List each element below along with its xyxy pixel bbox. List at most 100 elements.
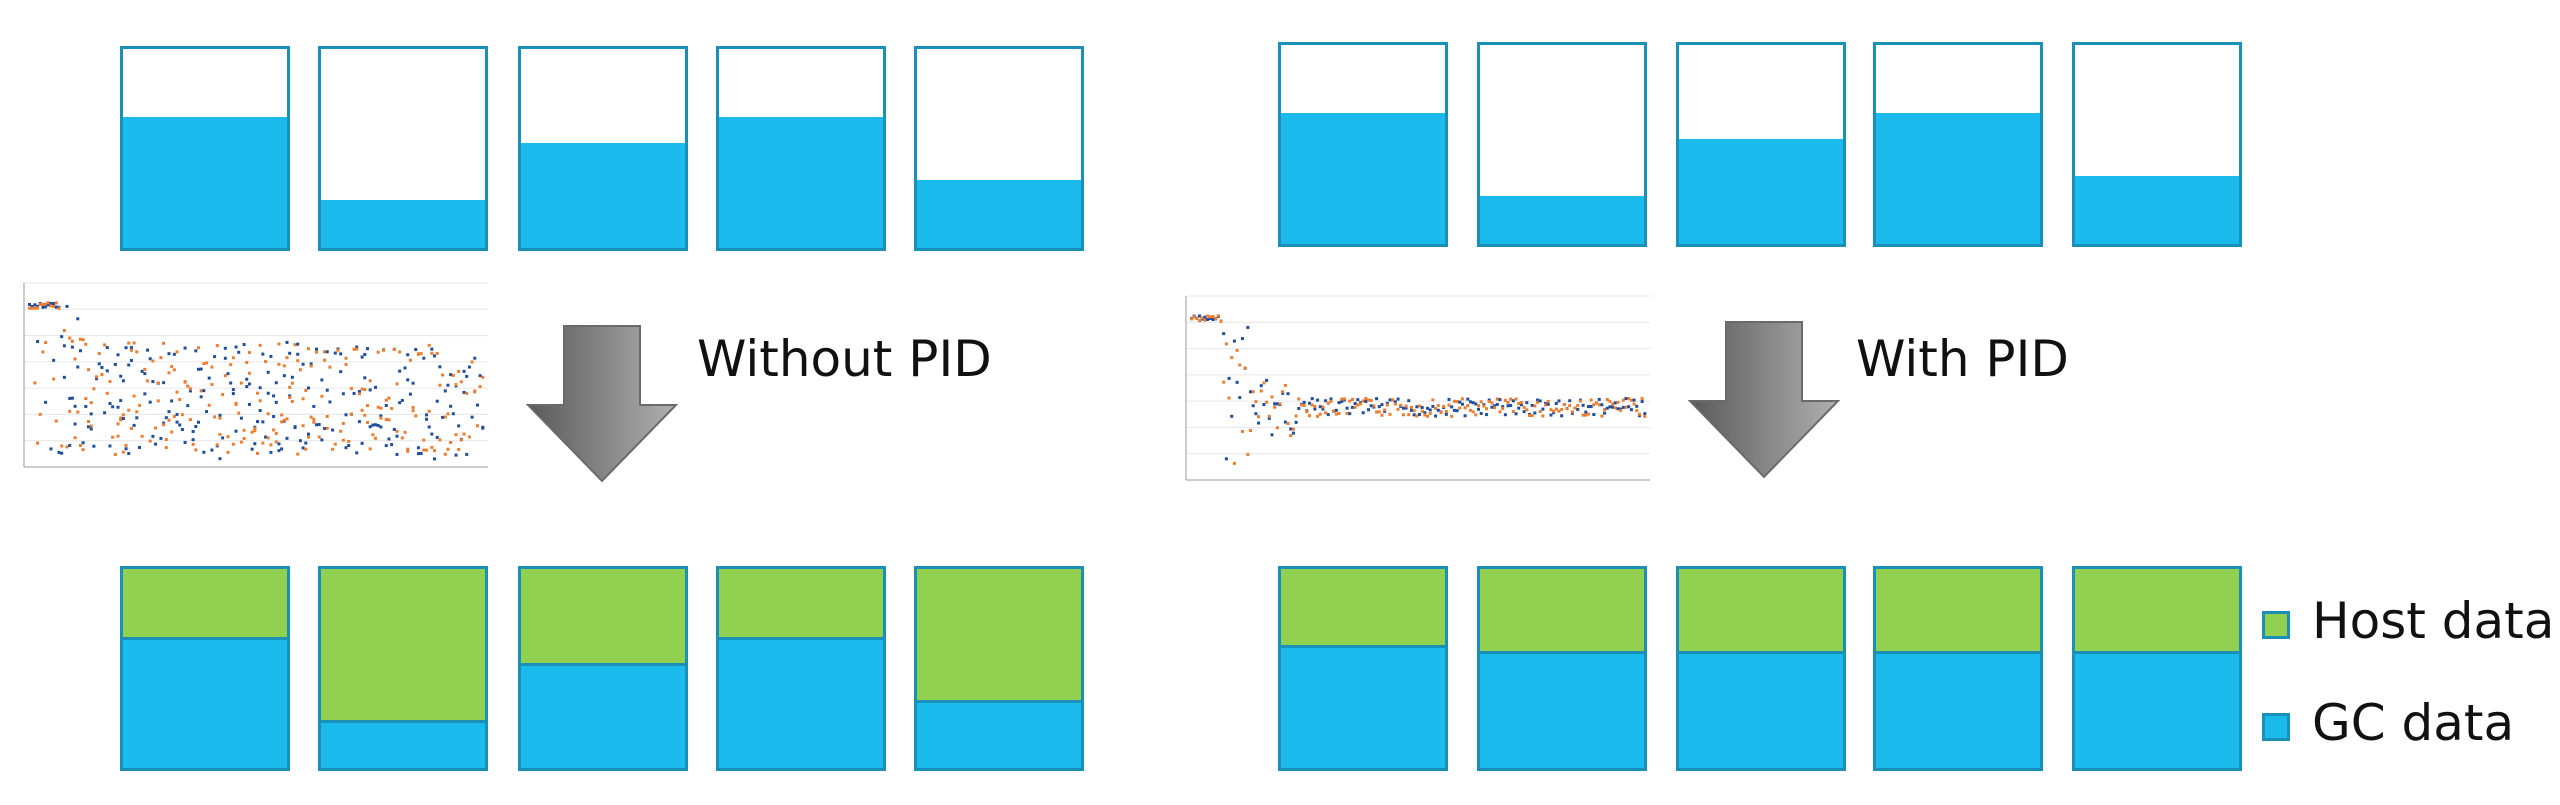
- scatter-point: [1364, 399, 1368, 403]
- scatter-point: [30, 304, 34, 308]
- scatter-point: [87, 420, 91, 424]
- left-before-block-5: [914, 46, 1084, 251]
- scatter-point: [151, 380, 155, 384]
- scatter-point: [360, 355, 364, 359]
- scatter-point: [62, 344, 66, 348]
- gc-fill: [321, 200, 485, 248]
- scatter-point: [1442, 404, 1446, 408]
- scatter-point: [1364, 397, 1368, 401]
- scatter-point: [127, 363, 131, 367]
- scatter-point: [296, 342, 300, 346]
- scatter-point: [57, 450, 61, 454]
- scatter-point: [1350, 397, 1354, 401]
- scatter-point: [73, 436, 77, 440]
- scatter-point: [427, 425, 431, 429]
- scatter-point: [1434, 414, 1438, 418]
- scatter-point: [146, 379, 150, 383]
- scatter-point: [1552, 409, 1556, 413]
- scatter-point: [162, 341, 166, 345]
- scatter-point: [196, 367, 200, 371]
- scatter-point: [269, 443, 273, 447]
- scatter-point: [1485, 407, 1489, 411]
- scatter-point: [1637, 412, 1641, 416]
- scatter-point: [1265, 400, 1269, 404]
- scatter-point: [1230, 414, 1234, 418]
- scatter-point: [1466, 404, 1470, 408]
- scatter-point: [207, 403, 211, 407]
- scatter-point: [416, 452, 420, 456]
- scatter-point: [247, 382, 251, 386]
- scatter-point: [290, 381, 294, 385]
- scatter-point: [454, 453, 458, 457]
- scatter-point: [196, 420, 200, 424]
- scatter-point: [1600, 414, 1604, 418]
- scatter-point: [1283, 420, 1287, 424]
- scatter-point: [349, 412, 353, 416]
- scatter-point: [328, 365, 332, 369]
- scatter-point: [167, 410, 171, 414]
- scatter-point: [226, 372, 230, 376]
- scatter-point: [336, 348, 340, 352]
- scatter-point: [127, 408, 131, 412]
- scatter-point: [151, 434, 155, 438]
- scatter-point: [234, 345, 238, 349]
- scatter-point: [1511, 399, 1515, 403]
- gc-fill: [1480, 196, 1644, 244]
- scatter-point: [1619, 408, 1623, 412]
- scatter-point: [1541, 407, 1545, 411]
- scatter-point: [49, 302, 53, 306]
- scatter-point: [352, 347, 356, 351]
- scatter-point: [347, 439, 351, 443]
- scatter-point: [449, 373, 453, 377]
- left-before-block-4: [716, 46, 886, 251]
- scatter-point: [277, 449, 281, 453]
- scatter-point: [1495, 402, 1499, 406]
- scatter-point: [175, 412, 179, 416]
- scatter-point: [304, 447, 308, 451]
- scatter-point: [95, 375, 99, 379]
- scatter-point: [357, 420, 361, 424]
- gc-fill: [1480, 650, 1644, 768]
- host-fill: [1281, 569, 1445, 648]
- scatter-point: [1536, 400, 1540, 404]
- scatter-point: [355, 451, 359, 455]
- scatter-point: [357, 392, 361, 396]
- scatter-point: [1412, 409, 1416, 413]
- scatter-point: [419, 352, 423, 356]
- scatter-point: [427, 343, 431, 347]
- scatter-point: [44, 340, 48, 344]
- scatter-point: [172, 415, 176, 419]
- scatter-point: [1310, 397, 1314, 401]
- scatter-point: [154, 442, 158, 446]
- scatter-point: [70, 339, 74, 343]
- scatter-point: [253, 426, 257, 430]
- scatter-point: [1584, 413, 1588, 417]
- scatter-point: [1257, 421, 1261, 425]
- scatter-point: [280, 447, 284, 451]
- scatter-point: [1222, 380, 1226, 384]
- scatter-point: [462, 432, 466, 436]
- scatter-point: [221, 393, 225, 397]
- scatter-point: [49, 447, 53, 451]
- scatter-point: [129, 348, 133, 352]
- scatter-point: [304, 441, 308, 445]
- scatter-point: [306, 386, 310, 390]
- scatter-point: [1308, 401, 1312, 405]
- scatter-point: [119, 374, 123, 378]
- scatter-point: [1519, 403, 1523, 407]
- scatter-point: [65, 445, 69, 449]
- scatter-point: [416, 446, 420, 450]
- scatter-point: [183, 346, 187, 350]
- scatter-point: [154, 426, 158, 430]
- scatter-point: [1487, 399, 1491, 403]
- scatter-point: [467, 435, 471, 439]
- scatter-point: [422, 438, 426, 442]
- scatter-point: [478, 385, 482, 389]
- scatter-point: [1356, 403, 1360, 407]
- scatter-point: [280, 420, 284, 424]
- scatter-point: [457, 424, 461, 428]
- scatter-point: [317, 423, 321, 427]
- scatter-point: [1289, 434, 1293, 438]
- scatter-point: [1495, 397, 1499, 401]
- scatter-point: [1452, 399, 1456, 403]
